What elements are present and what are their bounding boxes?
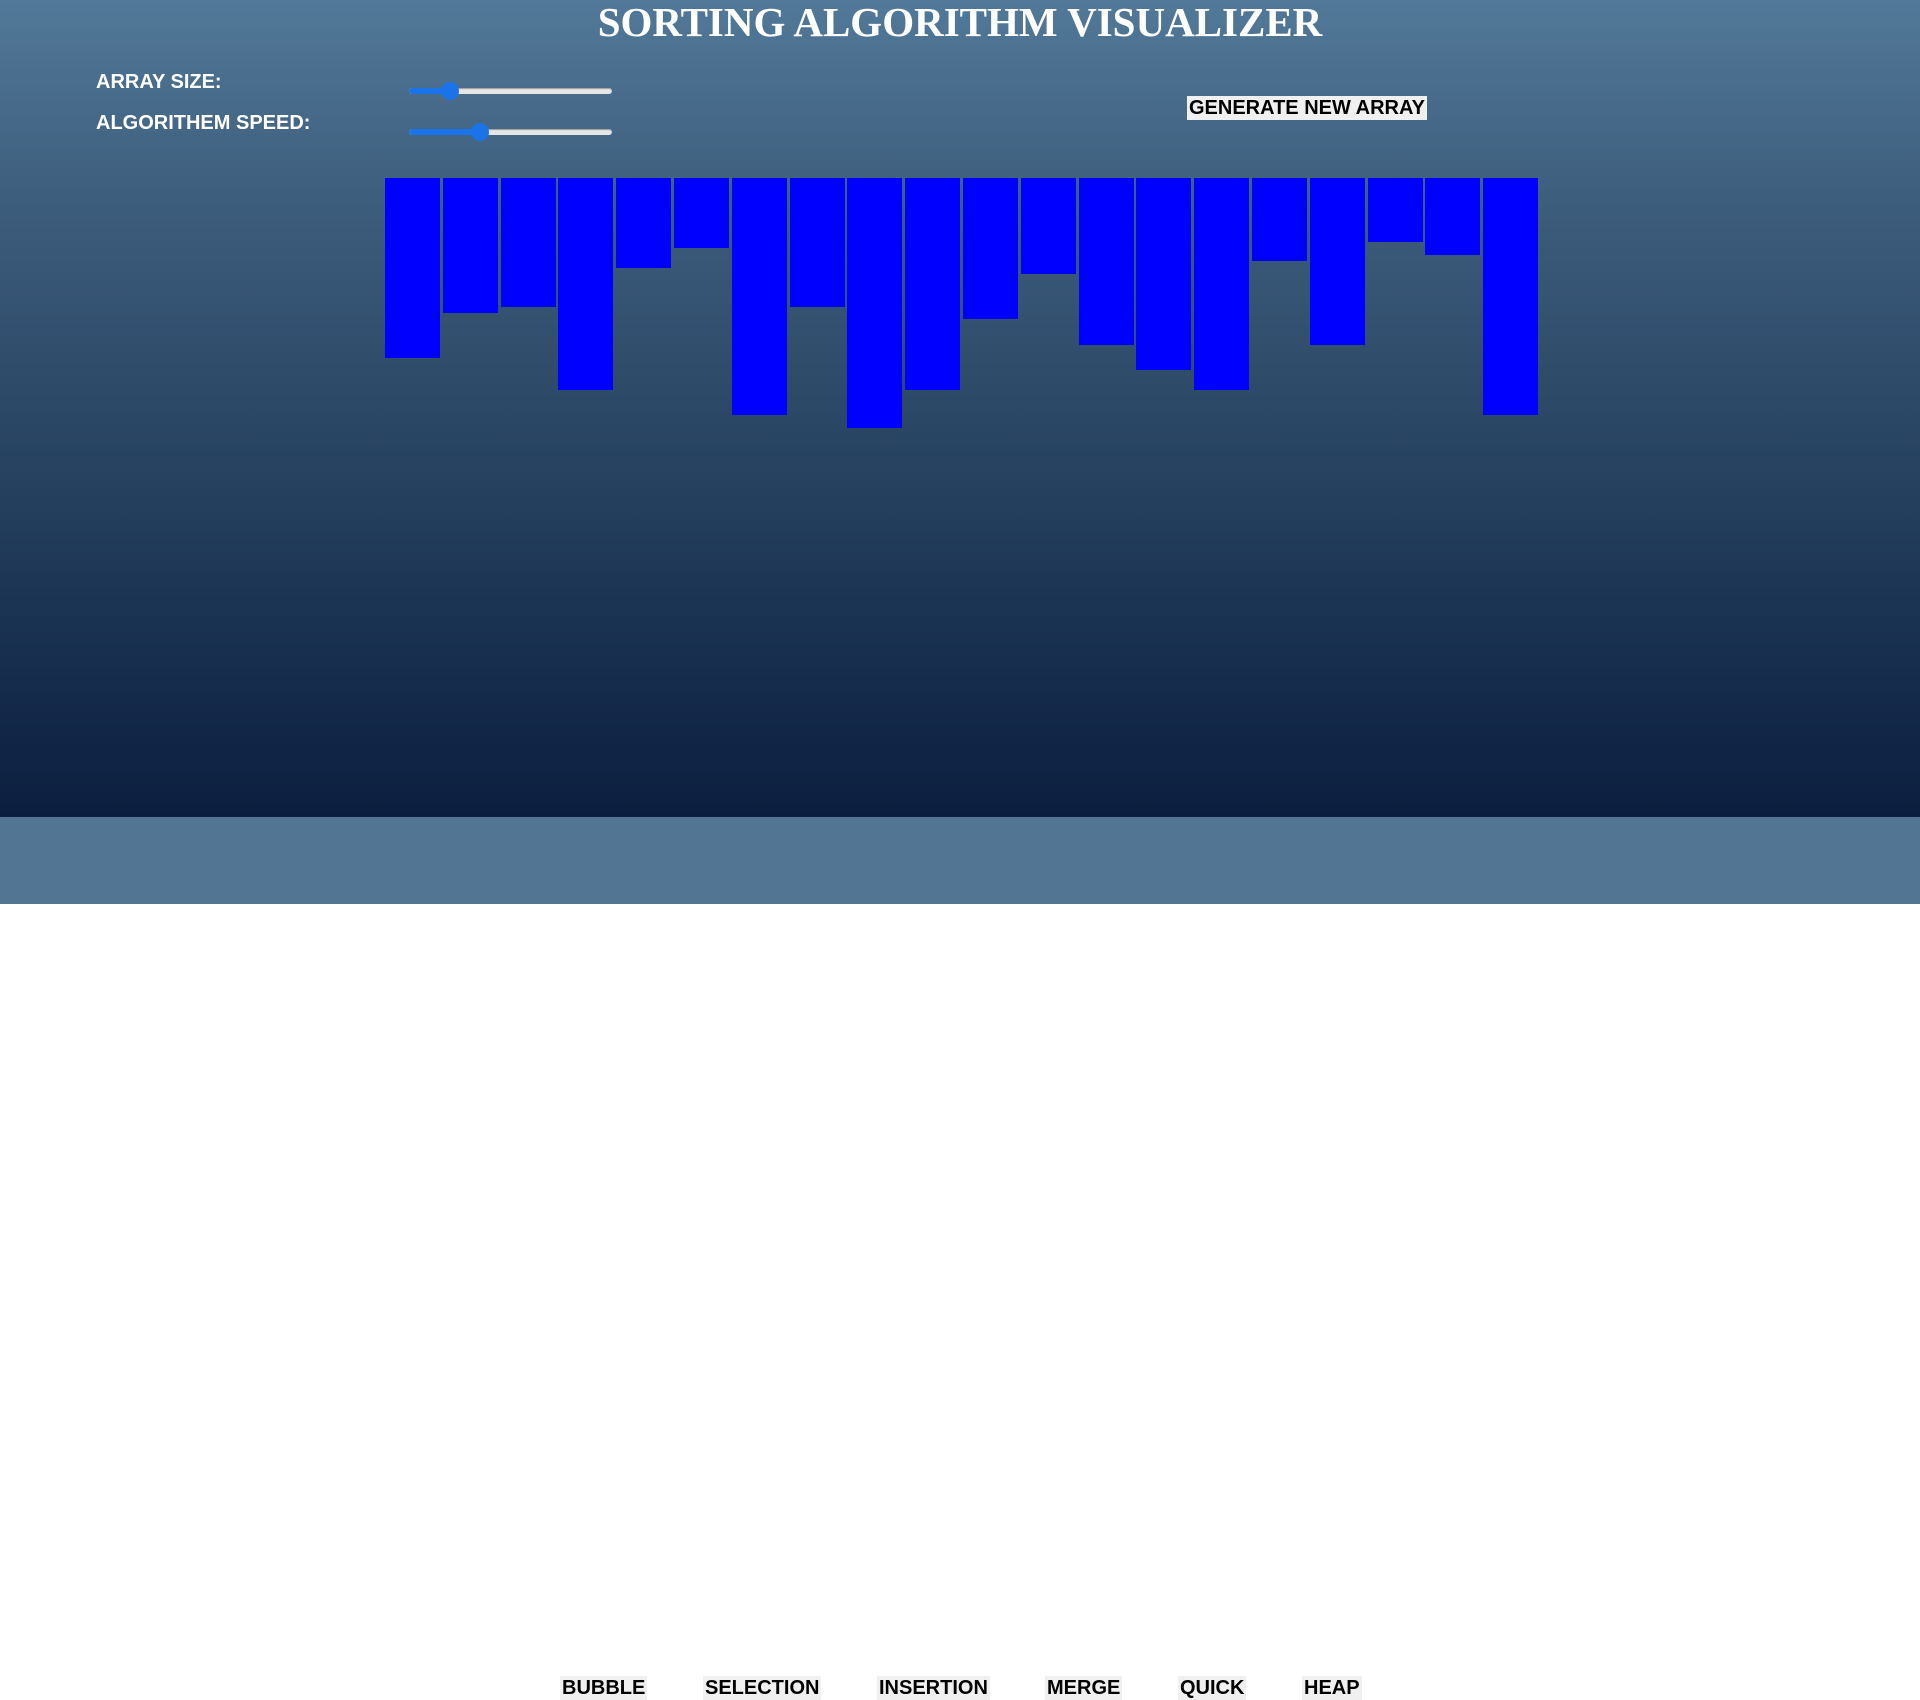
array-bar — [1078, 178, 1134, 345]
selection-sort-button[interactable]: SELECTION — [703, 1676, 822, 1700]
array-size-label: ARRAY SIZE: — [96, 71, 222, 93]
array-bar — [500, 178, 556, 307]
generate-new-array-button[interactable]: GENERATE NEW ARRAY — [1187, 96, 1427, 120]
algorithm-speed-slider[interactable] — [409, 119, 612, 145]
heap-sort-button[interactable]: HEAP — [1302, 1676, 1362, 1700]
slider-fill — [409, 129, 481, 135]
merge-sort-button[interactable]: MERGE — [1045, 1676, 1123, 1700]
algorithm-speed-label: ALGORITHEM SPEED: — [96, 112, 311, 134]
array-size-slider[interactable] — [409, 78, 612, 104]
slider-track — [409, 129, 612, 135]
array-bar — [1309, 178, 1365, 345]
quick-sort-button[interactable]: QUICK — [1178, 1676, 1247, 1700]
array-bar — [674, 178, 729, 248]
slider-track — [409, 88, 612, 94]
array-bar — [963, 178, 1018, 319]
array-bar — [847, 178, 903, 428]
array-bar — [1367, 178, 1423, 242]
array-bar — [789, 178, 845, 307]
slider-fill — [409, 88, 450, 94]
main-area: SORTING ALGORITHM VISUALIZER ARRAY SIZE:… — [0, 0, 1920, 817]
algorithm-footer: BUBBLE SELECTION INSERTION MERGE QUICK H… — [0, 817, 1920, 1700]
array-bar — [1136, 178, 1192, 370]
array-bar — [1425, 178, 1481, 255]
array-bar — [905, 178, 961, 390]
insertion-sort-button[interactable]: INSERTION — [877, 1676, 990, 1700]
array-bar — [442, 178, 498, 313]
array-bar — [1020, 178, 1076, 274]
array-bars — [385, 178, 1539, 438]
array-bar — [731, 178, 787, 415]
array-bar — [1483, 178, 1539, 415]
array-bar — [1252, 178, 1307, 261]
slider-thumb[interactable] — [471, 123, 490, 141]
bubble-sort-button[interactable]: BUBBLE — [560, 1676, 648, 1700]
array-bar — [1194, 178, 1250, 390]
array-bar — [385, 178, 440, 358]
array-bar — [616, 178, 672, 268]
page-title: SORTING ALGORITHM VISUALIZER — [597, 0, 1323, 45]
array-bar — [558, 178, 614, 390]
slider-thumb[interactable] — [440, 82, 459, 100]
